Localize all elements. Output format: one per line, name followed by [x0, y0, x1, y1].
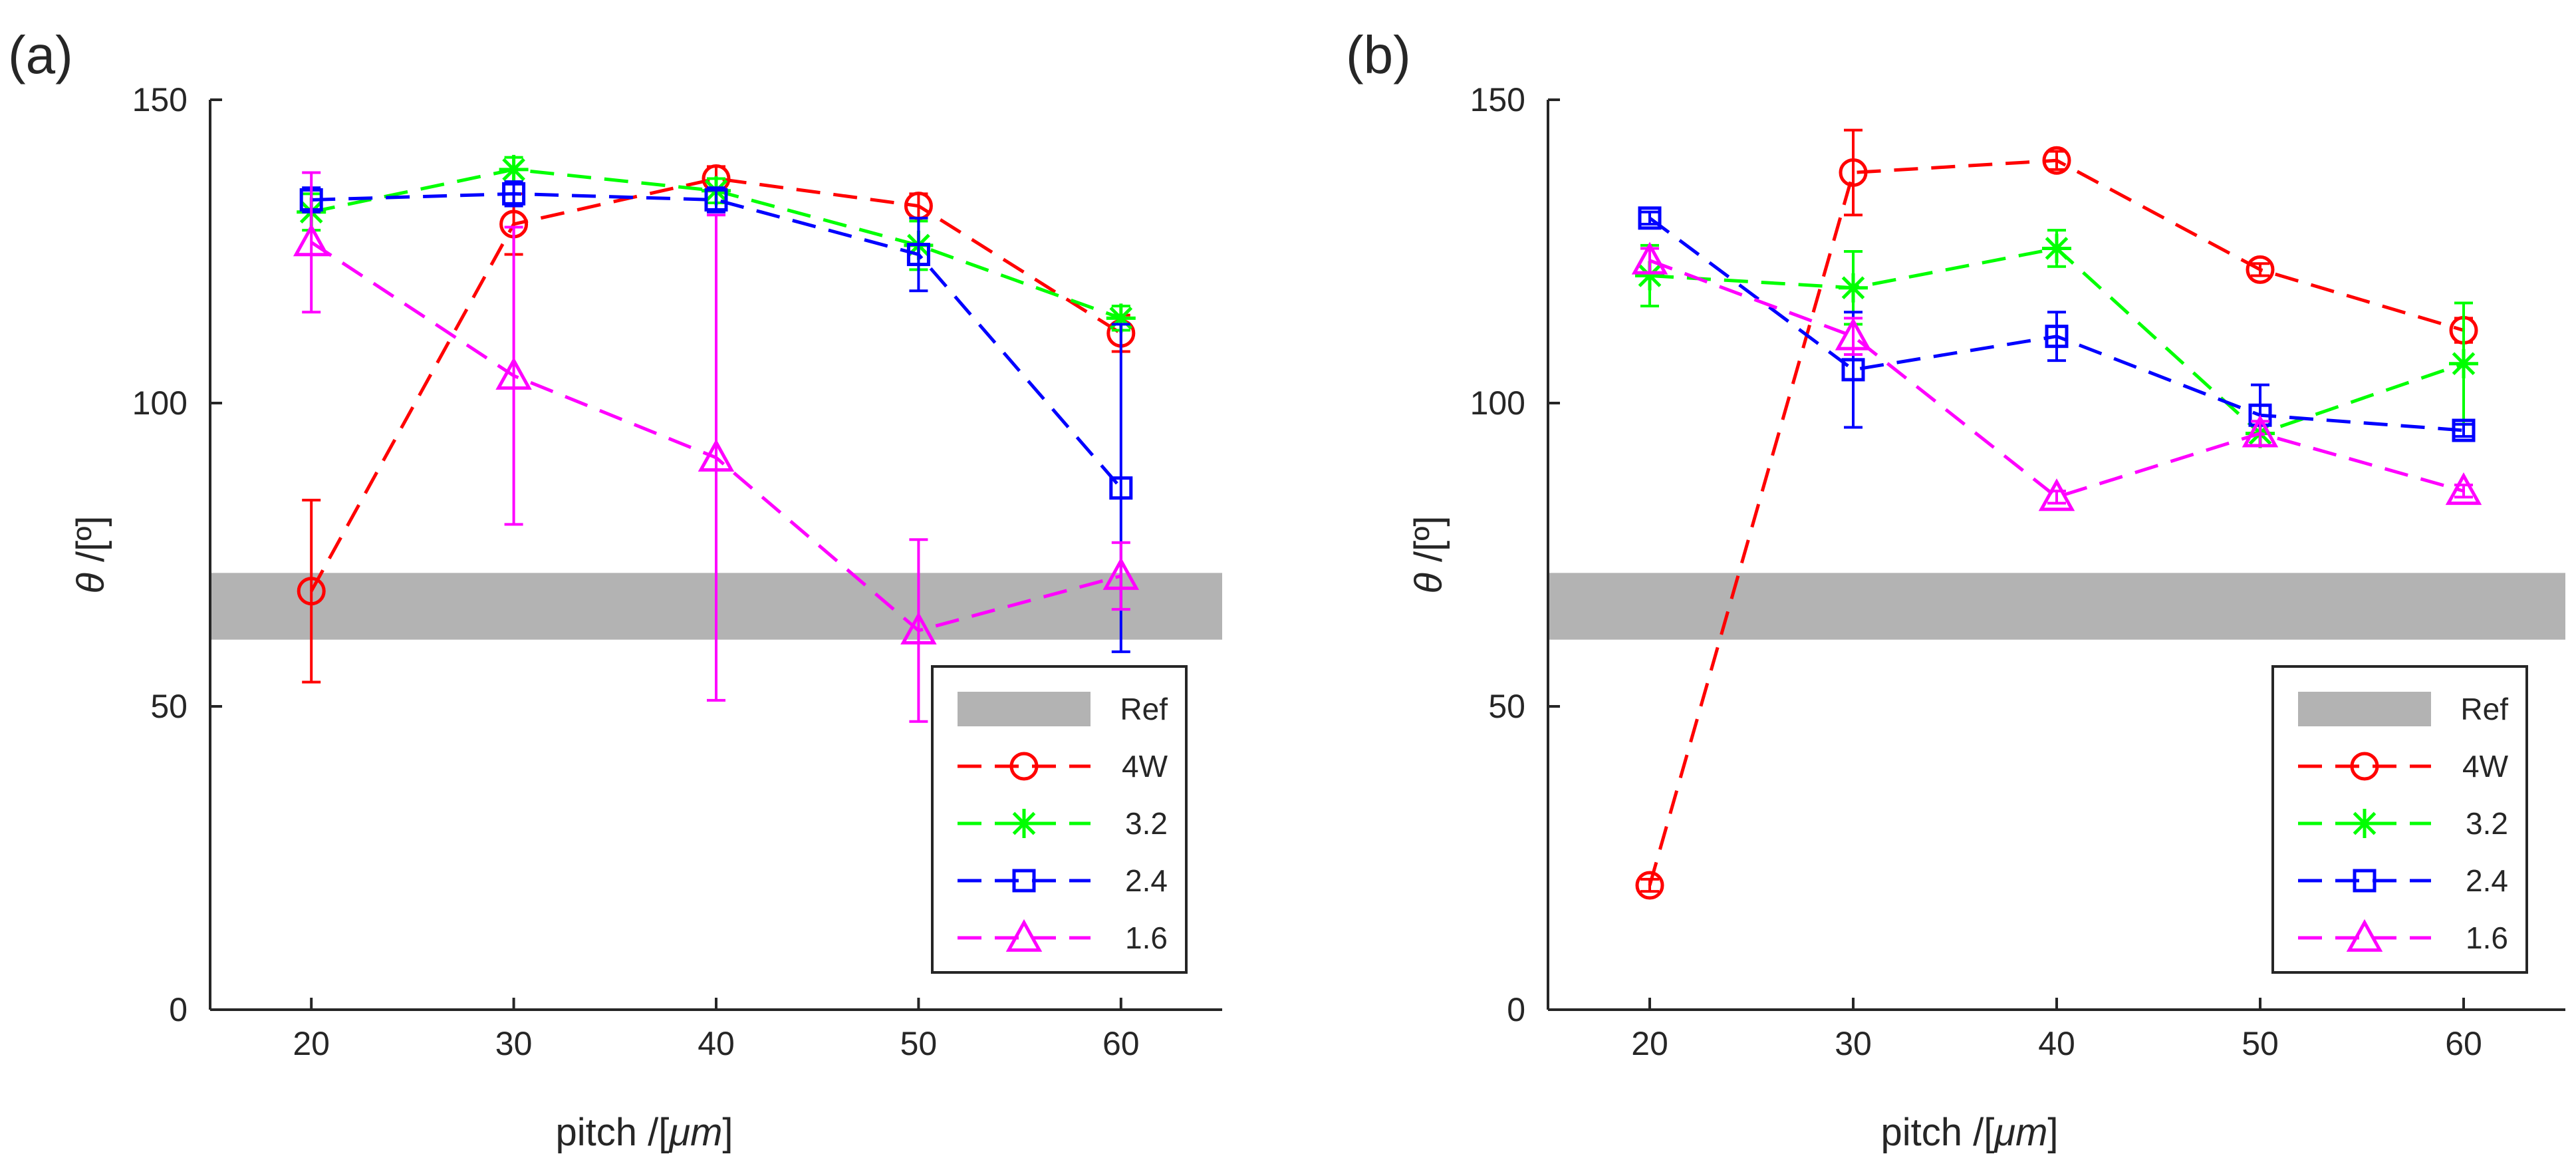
- data-point: [495, 357, 532, 390]
- legend-label: 4W: [2462, 749, 2509, 784]
- legend-swatch-ref: [2298, 692, 2431, 726]
- series-line: [1649, 259, 2464, 500]
- data-point: [2246, 255, 2275, 284]
- series-line: [310, 177, 1122, 592]
- legend-marker: [2350, 752, 2379, 781]
- data-point: [2042, 146, 2071, 175]
- y-tick-label: 150: [132, 81, 188, 118]
- series-1.6: [293, 171, 1140, 723]
- legend-label: Ref: [1120, 692, 1168, 726]
- data-point: [906, 243, 930, 267]
- ref-band: [1548, 573, 2565, 640]
- x-tick-label: 30: [495, 1025, 533, 1062]
- legend-swatch-ref: [958, 692, 1091, 726]
- data-point: [1835, 317, 1872, 351]
- legend: Ref 4W 3.2 2.4 1.6: [931, 665, 1188, 974]
- data-point: [2045, 325, 2069, 349]
- legend-label: 2.4: [2466, 863, 2508, 898]
- panel-label: (b): [1346, 25, 1411, 84]
- data-point: [2452, 418, 2476, 442]
- x-tick-label: 30: [1835, 1025, 1872, 1062]
- x-tick-label: 60: [1102, 1025, 1140, 1062]
- legend-label: 1.6: [1125, 921, 1168, 955]
- y-tick-label: 150: [1470, 81, 1525, 118]
- x-tick-label: 20: [293, 1025, 330, 1062]
- x-tick-label: 40: [698, 1025, 735, 1062]
- x-axis-label: pitch /[μm]: [1880, 1111, 2058, 1154]
- y-tick-label: 50: [1488, 688, 1525, 725]
- y-tick-label: 0: [1507, 991, 1525, 1028]
- data-point: [2242, 414, 2279, 448]
- y-axis-label: θ /[º]: [1407, 515, 1450, 593]
- chart-panel-1: (b) 20 30 40 50 60 0 50 100 150 pitch /[μm] θ /[º] R…: [1346, 25, 2565, 1154]
- data-point: [2042, 233, 2071, 263]
- data-point: [704, 188, 728, 212]
- legend: Ref 4W 3.2 2.4 1.6: [2271, 665, 2528, 974]
- y-tick-label: 100: [1470, 384, 1525, 422]
- legend-label: Ref: [2460, 692, 2508, 726]
- legend-label: 2.4: [1125, 863, 1168, 898]
- legend-marker: [1005, 919, 1043, 952]
- data-point: [499, 154, 529, 184]
- data-point: [2449, 349, 2478, 378]
- data-point: [502, 182, 526, 206]
- legend-marker: [2353, 869, 2377, 893]
- data-point: [1631, 241, 1668, 275]
- data-point: [1106, 303, 1136, 333]
- x-tick-label: 50: [2242, 1025, 2279, 1062]
- data-point: [2038, 478, 2075, 511]
- x-tick-label: 40: [2038, 1025, 2075, 1062]
- y-tick-label: 0: [169, 991, 188, 1028]
- y-axis-label: θ /[º]: [69, 515, 112, 593]
- x-tick-label: 20: [1631, 1025, 1668, 1062]
- x-tick-label: 60: [2445, 1025, 2482, 1062]
- y-tick-label: 50: [150, 688, 188, 725]
- data-point: [297, 577, 326, 606]
- legend-label: 3.2: [2466, 806, 2508, 841]
- data-point: [1638, 206, 1662, 230]
- data-point: [1841, 358, 1865, 382]
- legend-marker: [1009, 809, 1039, 838]
- data-point: [698, 438, 735, 472]
- data-point: [1109, 476, 1133, 500]
- data-point: [900, 611, 937, 645]
- legend-label: 3.2: [1125, 806, 1168, 841]
- data-point: [2445, 472, 2482, 506]
- data-point: [1839, 158, 1868, 187]
- legend-marker: [2346, 919, 2383, 952]
- legend-marker: [1012, 869, 1036, 893]
- data-point: [1102, 557, 1140, 590]
- x-tick-label: 50: [900, 1025, 938, 1062]
- y-tick-label: 100: [132, 384, 188, 422]
- data-point: [1635, 871, 1664, 900]
- data-point: [1635, 261, 1664, 291]
- series-1.6: [1631, 241, 2482, 511]
- x-axis-label: pitch /[μm]: [555, 1111, 733, 1154]
- legend-label: 4W: [1122, 749, 1168, 784]
- legend-label: 1.6: [2466, 921, 2508, 955]
- chart-panel-0: (a) 20 30 40 50 60 0 50 100 150 pitch /[μm] θ /[º] R…: [8, 25, 1222, 1154]
- series-line: [311, 192, 1122, 490]
- legend-marker: [1009, 752, 1039, 781]
- data-point: [1839, 273, 1868, 303]
- legend-marker: [2350, 809, 2379, 838]
- data-point: [293, 223, 330, 257]
- panel-label: (a): [8, 25, 73, 84]
